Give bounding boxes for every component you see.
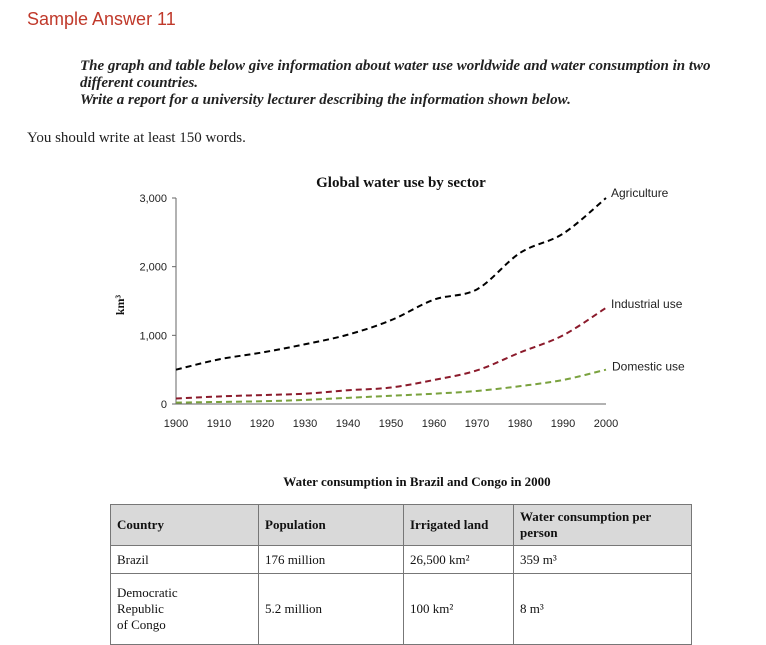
word-count-instruction: You should write at least 150 words. (27, 130, 246, 146)
series-line-domestic-use (175, 368, 607, 404)
x-tick-label: 1970 (465, 418, 489, 430)
y-axis-label: km³ (113, 294, 127, 315)
country-name-line: of Congo (117, 617, 166, 632)
x-tick-label: 1930 (293, 418, 317, 430)
line-chart: Global water use by sector km³ 0 1,000 2,0… (113, 175, 685, 430)
cell-population: 5.2 million (258, 573, 404, 645)
water-consumption-table: Country Population Irrigated land Water … (110, 504, 692, 645)
y-tick-label: 1,000 (139, 330, 167, 342)
series-labels: Agriculture Industrial use Domestic use (611, 186, 685, 374)
country-name-line: Republic (117, 601, 164, 616)
table-row: Brazil 176 million 26,500 km² 359 m³ (110, 545, 692, 574)
chart-title: Global water use by sector (316, 175, 486, 191)
x-tick-label: 1900 (164, 418, 188, 430)
table-header-row: Country Population Irrigated land Water … (110, 504, 692, 546)
series-label: Industrial use (611, 297, 683, 311)
country-name-line: Democratic (117, 585, 178, 600)
prompt-description: The graph and table below give informati… (80, 58, 711, 91)
cell-irrigated-land: 100 km² (403, 573, 514, 645)
cell-irrigated-land: 26,500 km² (403, 545, 514, 574)
header-water-consumption: Water consumption per person (513, 504, 692, 546)
x-tick-label: 1920 (250, 418, 274, 430)
series-label: Agriculture (611, 186, 669, 200)
x-tick-label: 1950 (379, 418, 403, 430)
header-population: Population (258, 504, 404, 546)
series-line-agriculture (175, 197, 607, 371)
cell-water-consumption: 8 m³ (513, 573, 692, 645)
y-tick-label: 0 (161, 399, 167, 411)
prompt-instruction: Write a report for a university lecturer… (80, 92, 571, 108)
x-tick-label: 1940 (336, 418, 360, 430)
x-tick-label: 1980 (508, 418, 532, 430)
task-prompt: The graph and table below give informati… (80, 58, 760, 109)
cell-population: 176 million (258, 545, 404, 574)
x-tick-label: 1990 (551, 418, 575, 430)
cell-water-consumption: 359 m³ (513, 545, 692, 574)
y-tick-label: 3,000 (139, 193, 167, 205)
header-country: Country (110, 504, 259, 546)
cell-country: Democratic Republic of Congo (110, 573, 259, 645)
table-row: Democratic Republic of Congo 5.2 million… (110, 573, 692, 645)
x-tick-label: 2000 (594, 418, 618, 430)
page-heading: Sample Answer 11 (27, 9, 176, 29)
header-irrigated-land: Irrigated land (403, 504, 514, 546)
x-ticks: 1900 1910 1920 1930 1940 1950 1960 1970 1980 1990… (164, 418, 618, 430)
series-line-industrial-use (175, 307, 607, 400)
x-tick-label: 1910 (207, 418, 231, 430)
x-tick-label: 1960 (422, 418, 446, 430)
series-label: Domestic use (612, 360, 685, 374)
y-ticks: 0 1,000 2,000 3,000 (139, 193, 176, 411)
y-tick-label: 2,000 (139, 262, 167, 274)
table-title: Water consumption in Brazil and Congo in… (283, 474, 551, 489)
series-lines (175, 197, 607, 404)
cell-country: Brazil (110, 545, 259, 574)
